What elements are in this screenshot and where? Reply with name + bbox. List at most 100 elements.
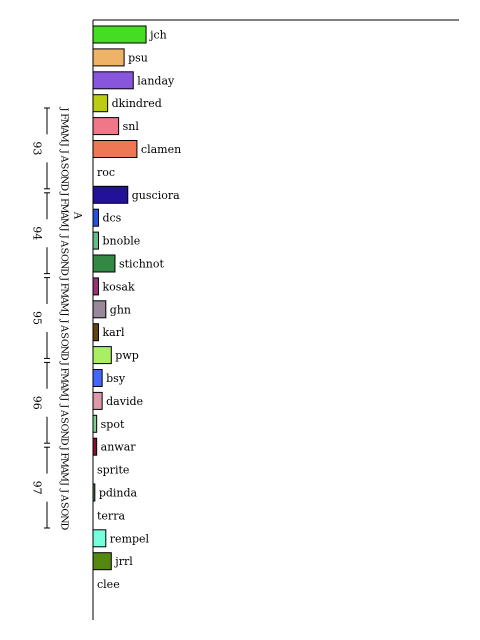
bar-label-rempel: rempel [110,532,150,545]
bar-label-stichnot: stichnot [119,258,165,271]
bar-label-anwar: anwar [101,441,137,454]
bar-label-bsy: bsy [106,372,126,385]
bar-label-ghn: ghn [110,303,131,316]
month-label: N [59,515,70,523]
bar-jrrl [92,552,112,571]
month-label: N [59,261,70,269]
bar-label-clee: clee [97,578,120,591]
bar-label-pwp: pwp [115,349,139,362]
month-label: A [59,494,70,502]
month-label: J [59,191,70,196]
bar-label-dkindred: dkindred [112,97,162,110]
bar-clamen [92,140,138,158]
month-label: M [59,218,70,228]
month-label: O [59,508,70,516]
bar-bsy [92,369,103,387]
month-label: O [59,424,70,432]
month-label: S [59,417,70,424]
month-label: M [59,458,70,468]
bar-label-karl: karl [102,326,124,339]
month-label: D [59,268,70,276]
bar-dkindred [92,94,109,113]
bar-snl [92,117,120,136]
bar-stichnot [92,254,116,273]
month-label: A [59,409,70,417]
bar-label-kosak: kosak [102,280,134,293]
bar-anwar [92,437,98,456]
bar-label-spot: spot [101,418,125,431]
month-label: A [59,381,70,389]
month-label: S [59,163,70,170]
timeline-marker: A [72,211,83,220]
bar-gusciora [92,185,129,204]
month-label: F [59,453,70,460]
bar-label-terra: terra [97,509,125,522]
month-label: O [59,169,70,177]
month-label: J [59,312,70,317]
year-label-97: 97 [31,481,44,495]
month-label: M [59,373,70,383]
month-label: J [59,403,70,408]
month-label: M [59,133,70,143]
month-label: S [59,248,70,255]
bar-davide [92,391,103,410]
month-label: J [59,481,70,486]
bar-label-clamen: clamen [141,143,181,156]
month-label: J [59,149,70,154]
month-label: O [59,254,70,262]
month-label: A [59,324,70,332]
bar-label-davide: davide [106,395,143,408]
month-label: F [59,198,70,205]
bar-ghn [92,300,107,319]
year-label-96: 96 [31,396,44,410]
month-label: J [59,142,70,147]
bar-pwp [92,346,112,365]
month-label: J [59,319,70,324]
month-label: J [59,488,70,493]
month-label: D [59,438,70,446]
month-label: A [59,239,70,247]
bar-label-psu: psu [128,51,148,64]
month-label: F [59,368,70,375]
bar-label-roc: roc [97,166,115,179]
month-label: J [59,396,70,401]
bar-kosak [92,277,99,296]
bar-label-sprite: sprite [97,464,129,477]
bar-label-bnoble: bnoble [102,235,140,248]
bar-bnoble [92,231,99,250]
month-label: O [59,339,70,347]
bar-label-jrrl: jrrl [113,555,133,568]
bar-label-landay: landay [137,74,175,87]
month-label: J [59,276,70,281]
month-label: J [59,361,70,366]
bar-psu [92,48,125,67]
bar-label-pdinda: pdinda [99,487,138,500]
month-label: J [59,227,70,232]
bar-dcs [92,208,99,227]
month-label: N [59,430,70,438]
timeline-axis: JFMAMJJASONDJFMAMJJASONDJFMAMJJASONDJFMA… [31,107,83,531]
month-label: J [59,107,70,112]
month-label: N [59,346,70,354]
month-label: M [59,119,70,129]
month-label: D [59,353,70,361]
month-label: S [59,332,70,339]
month-label: A [59,211,70,219]
bar-landay [92,71,134,90]
month-label: F [59,113,70,120]
month-label: M [59,204,70,214]
month-label: A [59,126,70,134]
bar-label-dcs: dcs [102,212,121,225]
month-label: M [59,303,70,313]
month-label: N [59,176,70,184]
year-label-93: 93 [31,141,44,155]
month-label: M [59,472,70,482]
month-label: F [59,283,70,290]
month-label: D [59,523,70,531]
bar-rempel [92,529,107,548]
month-label: D [59,183,70,191]
year-label-94: 94 [31,226,44,240]
month-label: M [59,288,70,298]
month-label: A [59,465,70,473]
